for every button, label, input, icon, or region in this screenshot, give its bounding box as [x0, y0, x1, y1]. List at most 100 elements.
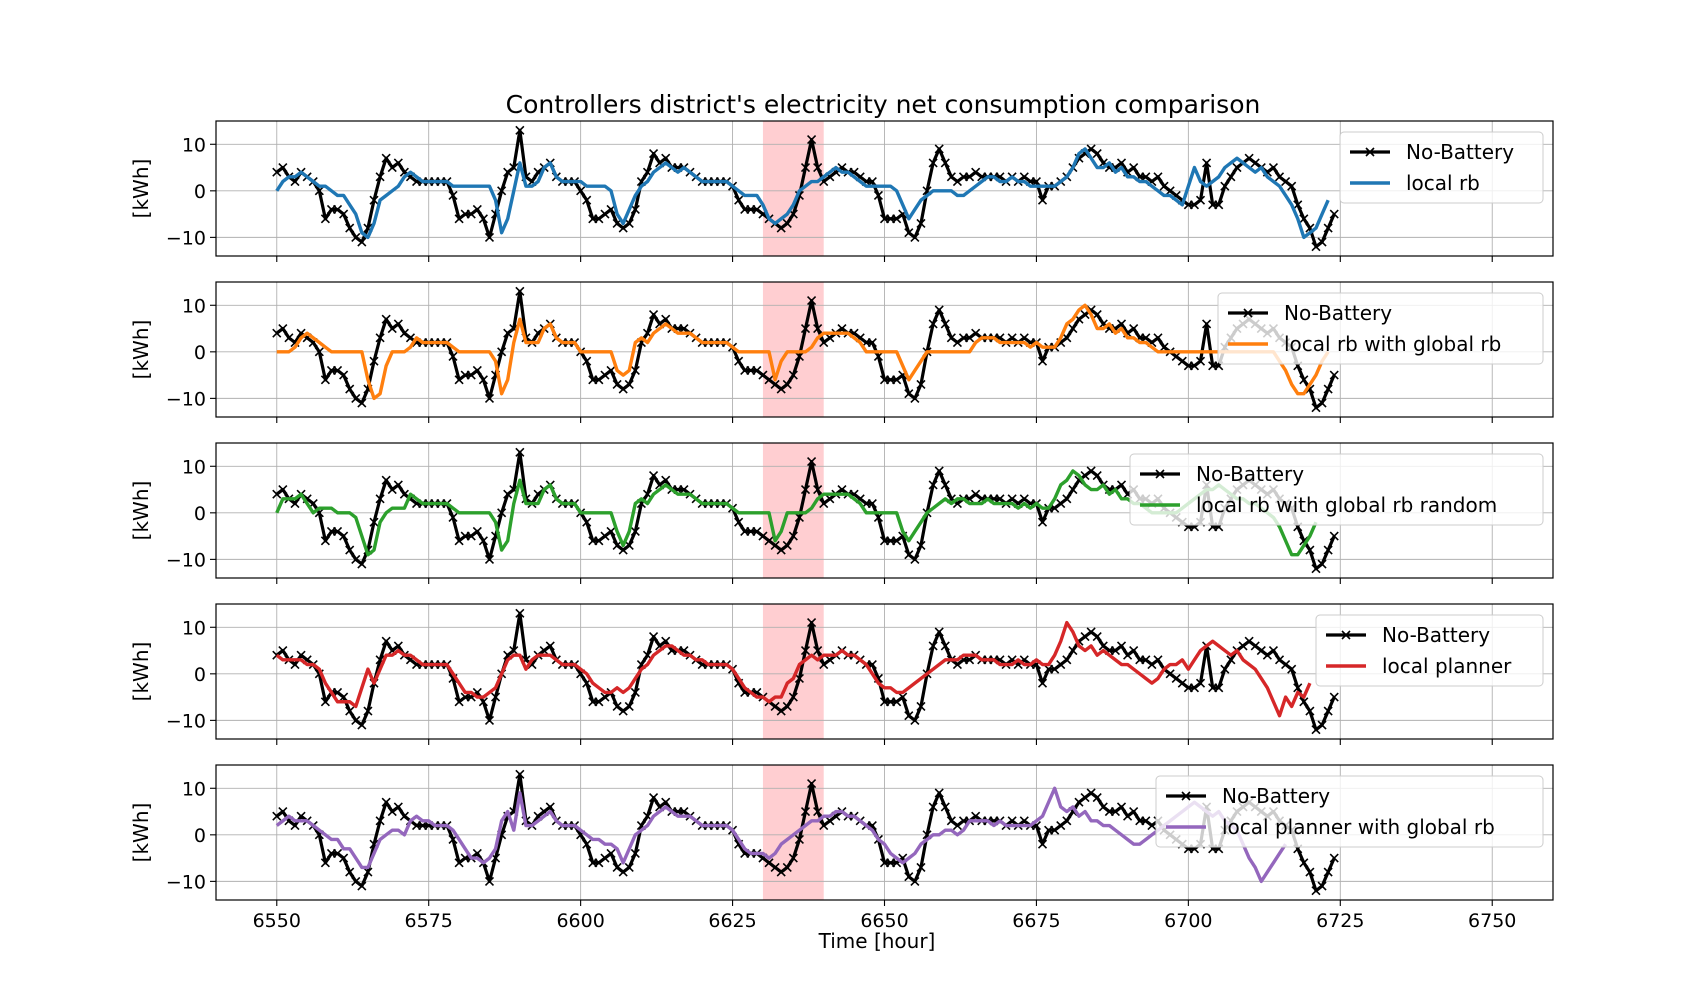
no-battery-marker [1250, 158, 1260, 168]
no-battery-marker [582, 356, 592, 366]
no-battery-marker [1171, 673, 1181, 684]
y-tick-label: 10 [182, 617, 206, 639]
no-battery-marker [1195, 195, 1206, 205]
no-battery-marker [764, 375, 774, 385]
no-battery-marker [1329, 853, 1339, 863]
x-tick-label: 6650 [860, 910, 908, 932]
no-battery-marker [965, 655, 975, 665]
no-battery-marker [934, 627, 944, 637]
no-battery-marker [278, 162, 288, 173]
plot-area [272, 608, 1339, 735]
no-battery-marker [630, 848, 640, 859]
no-battery-marker [1214, 683, 1224, 693]
no-battery-marker [497, 186, 507, 196]
no-battery-marker [272, 328, 282, 338]
no-battery-marker [320, 697, 330, 707]
no-battery-marker [910, 232, 920, 242]
y-axis-label: [kWh] [129, 159, 153, 219]
no-battery-marker [369, 195, 379, 205]
no-battery-marker [1195, 356, 1206, 366]
x-axis-label: Time [hour] [818, 929, 936, 953]
no-battery-marker [1323, 545, 1333, 555]
no-battery-marker [1244, 636, 1254, 646]
no-battery-marker [1268, 645, 1279, 656]
highlight-span [762, 443, 824, 578]
no-battery-marker [770, 540, 780, 550]
no-battery-marker [1189, 361, 1200, 371]
no-battery-marker [600, 531, 610, 541]
no-battery-marker [679, 484, 689, 495]
no-battery-marker [813, 162, 823, 173]
no-battery-marker [484, 554, 495, 564]
highlight-span [762, 121, 824, 256]
no-battery-marker [1311, 403, 1321, 413]
controller-line [276, 303, 1330, 401]
no-battery-marker [448, 190, 458, 201]
no-battery-marker [278, 806, 288, 817]
legend-marker [1181, 791, 1191, 801]
no-battery-marker [545, 641, 555, 651]
no-battery-marker [1153, 333, 1163, 343]
no-battery-marker [837, 484, 847, 495]
no-battery-marker [1329, 209, 1339, 219]
no-battery-marker [594, 697, 604, 707]
no-battery-marker [782, 218, 792, 228]
no-battery-marker [1007, 816, 1017, 826]
panel-5: −10 0 10 6550 6575 6600 6625 6650 6675 6700 6725 67… [129, 764, 1554, 932]
no-battery-marker [1062, 494, 1072, 504]
no-battery-marker [1056, 820, 1066, 831]
no-battery-marker [648, 310, 659, 320]
no-battery-marker [1062, 333, 1072, 343]
no-battery-marker [624, 701, 634, 711]
no-battery-marker [399, 811, 409, 821]
no-battery-marker [898, 692, 908, 702]
no-battery-marker [758, 370, 768, 380]
no-battery-marker [904, 711, 914, 721]
no-battery-marker [606, 365, 616, 376]
no-battery-marker [971, 167, 981, 177]
no-battery-marker [952, 659, 962, 670]
no-battery-marker [363, 706, 373, 716]
no-battery-marker [393, 480, 403, 490]
no-battery-marker [1177, 356, 1187, 366]
no-battery-marker [351, 393, 361, 403]
x-tick-label: 6550 [253, 910, 301, 932]
no-battery-marker [618, 223, 628, 233]
no-battery-marker [399, 489, 409, 499]
no-battery-marker [1268, 162, 1279, 173]
no-battery-marker [1317, 881, 1327, 891]
no-battery-marker [952, 176, 962, 187]
no-battery-marker [1019, 172, 1029, 182]
no-battery-marker [910, 554, 920, 564]
no-battery-marker [873, 512, 883, 523]
no-battery-marker [466, 370, 476, 380]
no-battery-marker [1329, 370, 1339, 380]
no-battery-marker [1165, 186, 1175, 196]
no-battery-marker [278, 645, 288, 656]
no-battery-marker [1226, 655, 1236, 665]
chart-panels: −10 0 10 [kWh] No-Battery local rb −10 0 10 [kWh]… [129, 120, 1554, 932]
no-battery-marker [1195, 678, 1206, 688]
no-battery-marker [375, 333, 385, 343]
no-battery-marker [1311, 242, 1321, 252]
no-battery-marker [1323, 384, 1333, 394]
no-battery-marker [776, 706, 786, 716]
no-battery-marker [1311, 886, 1321, 896]
no-battery-marker [606, 526, 616, 537]
no-battery-marker [946, 172, 956, 182]
no-battery-marker [873, 351, 883, 362]
legend-box [1155, 775, 1544, 848]
no-battery-marker [1147, 820, 1157, 831]
no-battery-marker [1129, 162, 1139, 173]
y-tick-label: 10 [182, 295, 206, 317]
no-battery-marker [393, 158, 403, 168]
legend: No-Battery local rb with global rb [1217, 292, 1544, 365]
no-battery-marker [357, 559, 367, 569]
no-battery-marker [594, 858, 604, 868]
controller-line [275, 147, 1330, 240]
no-battery-marker [1238, 641, 1248, 651]
legend: No-Battery local rb [1339, 131, 1544, 204]
plot-area [272, 125, 1339, 252]
no-battery-marker [448, 351, 458, 362]
